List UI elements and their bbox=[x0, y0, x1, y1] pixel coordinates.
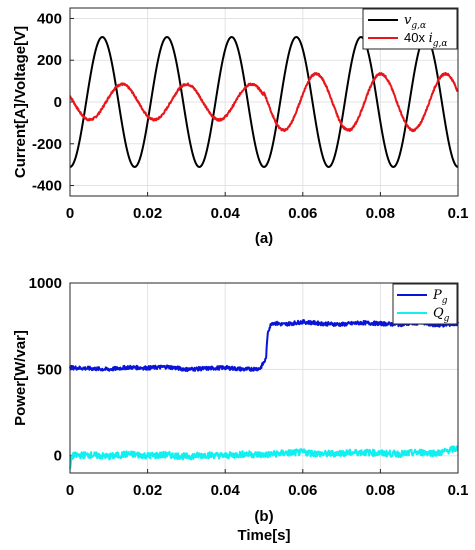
x-tick-label: 0.08 bbox=[366, 205, 395, 222]
legend-box-b bbox=[392, 283, 458, 325]
x-tick-label: 0.04 bbox=[211, 205, 241, 222]
y-tick-labels-a: -400 -200 0 200 400 bbox=[32, 10, 62, 194]
y-tick-label: -200 bbox=[32, 136, 62, 153]
y-axis-label-b: Power[W/var] bbox=[12, 330, 29, 426]
x-tick-labels-b: 0 0.02 0.04 0.06 0.08 0.1 bbox=[66, 482, 469, 499]
x-axis-label-b: Time[s] bbox=[237, 527, 290, 544]
axes-box-a bbox=[69, 7, 459, 197]
series-line-q bbox=[69, 445, 459, 470]
legend-label-v: vg,α bbox=[404, 13, 426, 31]
y-tick-label: 500 bbox=[37, 361, 62, 378]
y-tick-label: 200 bbox=[37, 52, 62, 69]
x-tick-labels-a: 0 0.02 0.04 0.06 0.08 0.1 bbox=[66, 205, 469, 222]
legend-label-i: 40x ig,α bbox=[404, 30, 447, 49]
x-tick-label: 0 bbox=[66, 205, 74, 222]
legend-label-q: Qg bbox=[433, 306, 450, 324]
panel-b: 0 0.02 0.04 0.06 0.08 0.1 0 500 1000 Power[W/va… bbox=[12, 275, 468, 544]
x-tick-label: 0.1 bbox=[448, 482, 469, 499]
x-tick-label: 0.08 bbox=[366, 482, 395, 499]
legend-a: vg,α 40x ig,α bbox=[362, 8, 458, 50]
x-tick-label: 0.06 bbox=[288, 205, 317, 222]
y-tick-label: 400 bbox=[37, 10, 62, 27]
caption-a: (a) bbox=[255, 230, 273, 247]
legend-label-p: Pg bbox=[432, 288, 448, 306]
x-tick-label: 0.1 bbox=[448, 205, 469, 222]
x-tick-label: 0.06 bbox=[288, 482, 317, 499]
y-tick-label: 0 bbox=[54, 448, 62, 465]
panel-a: 0 0.02 0.04 0.06 0.08 0.1 -400 -200 0 200 400 Cur… bbox=[12, 7, 469, 247]
series-line-i bbox=[69, 71, 459, 133]
x-tick-label: 0.04 bbox=[211, 482, 241, 499]
series-lines-a bbox=[69, 36, 459, 168]
x-tick-label: 0 bbox=[66, 482, 74, 499]
x-tick-label: 0.02 bbox=[133, 205, 162, 222]
legend-b: Pg Qg bbox=[392, 283, 458, 325]
y-axis-label-a: Current[A]/Voltage[V] bbox=[12, 26, 29, 178]
y-tick-label: -400 bbox=[32, 178, 62, 195]
x-tick-label: 0.02 bbox=[133, 482, 162, 499]
series-line-v bbox=[69, 36, 459, 168]
caption-b: (b) bbox=[254, 508, 273, 525]
axes-box-b bbox=[69, 282, 459, 474]
y-tick-labels-b: 0 500 1000 bbox=[29, 275, 62, 465]
y-tick-label: 1000 bbox=[29, 275, 62, 292]
legend-box-a bbox=[362, 8, 458, 50]
y-tick-label: 0 bbox=[54, 94, 62, 111]
